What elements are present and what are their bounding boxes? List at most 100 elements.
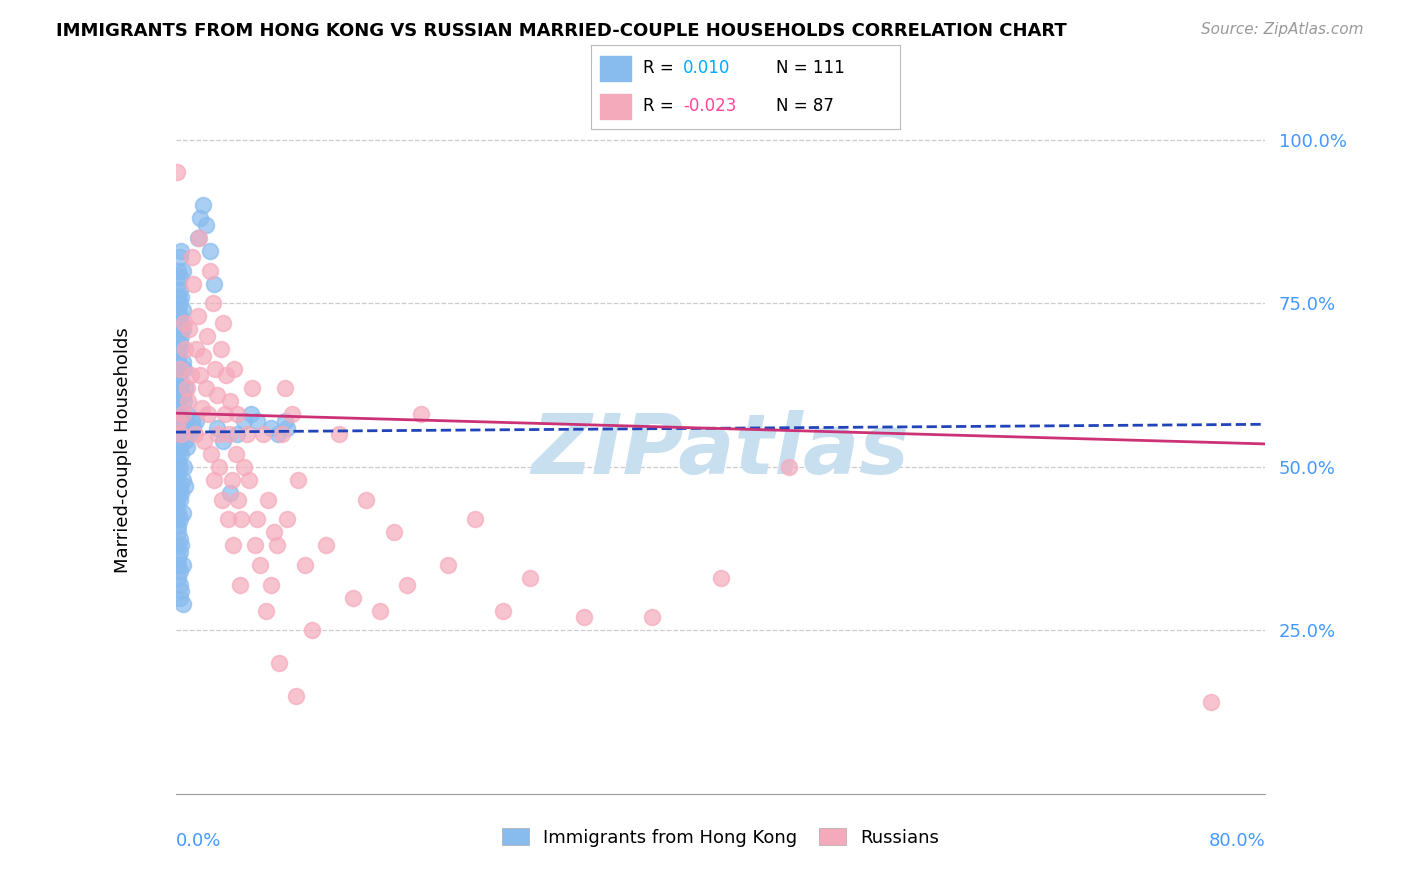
Point: [169, 381, 191, 395]
Point: [166, 408, 188, 422]
Point: [205, 388, 228, 402]
Point: [356, 492, 378, 507]
Point: [215, 368, 238, 383]
Point: [176, 381, 198, 395]
Point: [193, 434, 215, 448]
Point: [166, 329, 188, 343]
Point: [218, 427, 240, 442]
Text: IMMIGRANTS FROM HONG KONG VS RUSSIAN MARRIED-COUPLE HOUSEHOLDS CORRELATION CHART: IMMIGRANTS FROM HONG KONG VS RUSSIAN MAR…: [56, 22, 1067, 40]
Point: [235, 427, 257, 442]
Point: [167, 551, 190, 566]
Point: [177, 394, 200, 409]
Point: [778, 459, 800, 474]
Point: [179, 427, 201, 442]
Point: [519, 571, 541, 585]
Point: [183, 420, 205, 434]
Point: [224, 361, 246, 376]
Point: [167, 401, 190, 415]
Point: [194, 381, 217, 395]
Point: [186, 342, 208, 356]
Point: [172, 388, 194, 402]
Point: [167, 388, 190, 402]
Legend: Immigrants from Hong Kong, Russians: Immigrants from Hong Kong, Russians: [502, 828, 939, 847]
Point: [232, 414, 254, 428]
Text: N = 111: N = 111: [776, 60, 845, 78]
Point: [191, 349, 214, 363]
Point: [276, 512, 298, 526]
Point: [172, 322, 194, 336]
Point: [167, 434, 190, 448]
Point: [166, 375, 188, 389]
FancyBboxPatch shape: [600, 55, 631, 81]
Point: [169, 270, 191, 285]
Point: [179, 322, 201, 336]
Point: [177, 420, 200, 434]
Point: [209, 342, 232, 356]
Point: [166, 316, 188, 330]
Point: [174, 479, 197, 493]
Point: [198, 244, 221, 258]
Point: [180, 368, 202, 383]
Point: [267, 427, 290, 442]
Point: [228, 492, 250, 507]
Point: [169, 440, 191, 454]
Point: [169, 479, 191, 493]
Point: [170, 447, 193, 461]
Point: [274, 414, 297, 428]
Point: [166, 479, 188, 493]
Point: [169, 512, 191, 526]
Point: [172, 302, 194, 317]
Point: [276, 420, 298, 434]
Point: [195, 329, 218, 343]
Point: [263, 525, 285, 540]
Text: N = 87: N = 87: [776, 97, 834, 115]
Point: [174, 434, 197, 448]
Point: [169, 296, 191, 310]
Point: [396, 577, 419, 591]
Point: [181, 251, 204, 265]
Point: [232, 459, 254, 474]
Point: [166, 165, 188, 179]
Point: [166, 420, 188, 434]
Point: [202, 473, 225, 487]
Point: [239, 408, 262, 422]
Point: [217, 512, 239, 526]
Point: [167, 506, 190, 520]
Point: [169, 310, 191, 324]
Point: [226, 408, 249, 422]
Point: [464, 512, 486, 526]
Point: [167, 414, 190, 428]
Point: [204, 361, 226, 376]
Point: [254, 604, 277, 618]
Point: [186, 231, 209, 245]
Text: R =: R =: [643, 60, 673, 78]
Point: [222, 538, 245, 552]
Point: [181, 414, 204, 428]
Point: [167, 525, 190, 540]
Point: [167, 277, 190, 291]
Point: [167, 518, 190, 533]
Point: [238, 473, 260, 487]
Point: [226, 427, 249, 442]
Point: [167, 467, 190, 481]
Point: [166, 473, 188, 487]
Point: [183, 277, 205, 291]
Point: [166, 499, 188, 513]
Point: [201, 296, 224, 310]
Point: [169, 459, 191, 474]
Point: [284, 689, 307, 703]
Point: [170, 290, 193, 304]
Point: [169, 361, 191, 376]
Point: [170, 244, 193, 258]
Point: [170, 414, 193, 428]
Point: [170, 584, 193, 599]
Point: [243, 538, 266, 552]
Point: [170, 329, 193, 343]
Point: [246, 512, 269, 526]
Point: [437, 558, 460, 572]
Point: [166, 414, 188, 428]
Point: [167, 453, 190, 467]
Point: [257, 492, 280, 507]
Point: [249, 558, 271, 572]
Point: [184, 427, 207, 442]
